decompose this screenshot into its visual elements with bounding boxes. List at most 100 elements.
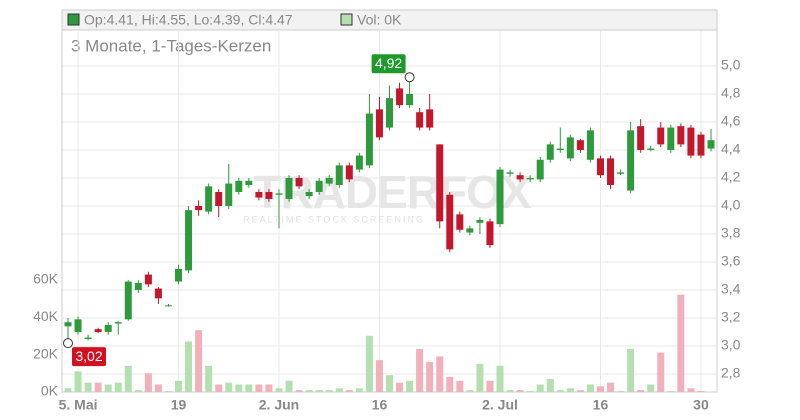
candle-body bbox=[637, 126, 645, 150]
candle-body bbox=[164, 305, 172, 307]
candle-body bbox=[144, 274, 152, 285]
y2-tick-label: 20K bbox=[33, 345, 59, 361]
candle-body bbox=[365, 113, 373, 166]
candle-body bbox=[74, 319, 82, 332]
volume-bar bbox=[496, 365, 504, 392]
extreme-marker bbox=[404, 72, 415, 83]
candle-body bbox=[84, 337, 92, 339]
candle-body bbox=[64, 322, 72, 327]
candle-body bbox=[617, 172, 625, 174]
volume-bar bbox=[667, 391, 675, 392]
candle-body bbox=[134, 282, 142, 290]
candle-body bbox=[215, 191, 223, 206]
volume-bar bbox=[647, 384, 655, 392]
candle-body bbox=[596, 158, 604, 176]
y-tick-label: 3,6 bbox=[721, 253, 741, 269]
extreme-marker bbox=[63, 338, 73, 349]
volume-bar bbox=[516, 390, 524, 392]
candle-body bbox=[536, 159, 544, 180]
candle-body bbox=[406, 93, 414, 106]
volume-bar bbox=[637, 390, 645, 392]
volume-bar bbox=[426, 362, 434, 392]
candle-body bbox=[496, 169, 504, 225]
candle-body bbox=[476, 219, 484, 223]
candle-body bbox=[446, 194, 454, 250]
candle-body bbox=[516, 175, 524, 180]
candle-body bbox=[235, 180, 243, 192]
volume-bar bbox=[315, 390, 323, 392]
x-tick-label: 19 bbox=[171, 397, 187, 413]
candle-body bbox=[205, 186, 213, 212]
volume-bar bbox=[486, 380, 494, 392]
candle-body bbox=[285, 177, 293, 199]
volume-bar bbox=[406, 380, 414, 392]
y2-tick-label: 0K bbox=[41, 383, 59, 399]
candle-body bbox=[707, 140, 715, 149]
candle-body bbox=[566, 137, 574, 159]
candle-body bbox=[687, 127, 695, 156]
y-tick-label: 4,6 bbox=[721, 113, 741, 129]
candle-body bbox=[486, 221, 494, 246]
volume-bar bbox=[225, 382, 233, 392]
volume-bar bbox=[335, 388, 343, 392]
candle-body bbox=[94, 329, 102, 332]
volume-bar bbox=[546, 378, 554, 392]
volume-bar bbox=[154, 384, 162, 392]
volume-bar bbox=[74, 371, 82, 392]
candle-body bbox=[667, 127, 675, 150]
volume-bar bbox=[586, 384, 594, 392]
y2-tick-label: 40K bbox=[33, 308, 59, 324]
y-tick-label: 2,8 bbox=[721, 365, 741, 381]
y-tick-label: 3,0 bbox=[721, 337, 741, 353]
candle-body bbox=[697, 134, 705, 156]
candle-body bbox=[627, 130, 635, 191]
volume-bar bbox=[84, 382, 92, 392]
volume-bar bbox=[697, 391, 705, 392]
extreme-label: 4,92 bbox=[375, 55, 402, 71]
x-tick-label: 16 bbox=[593, 397, 609, 413]
candle-body bbox=[185, 210, 193, 271]
x-tick-label: 5. Mai bbox=[59, 397, 98, 413]
candle-body bbox=[114, 322, 122, 324]
candle-body bbox=[315, 180, 323, 192]
x-tick-label: 2. Jul bbox=[482, 397, 518, 413]
volume-bar bbox=[396, 382, 404, 392]
volume-bar bbox=[627, 348, 635, 392]
candle-body bbox=[305, 191, 313, 197]
volume-bar bbox=[386, 375, 393, 392]
extreme-label: 3,02 bbox=[75, 348, 102, 364]
volume-bar bbox=[416, 348, 424, 392]
y-tick-label: 4,8 bbox=[721, 85, 741, 101]
volume-bar bbox=[205, 365, 213, 392]
candle-body bbox=[556, 148, 564, 150]
volume-bar bbox=[476, 363, 484, 392]
volume-bar bbox=[657, 352, 665, 392]
candle-body bbox=[416, 112, 424, 128]
volume-bar bbox=[275, 388, 283, 392]
extreme-label-box bbox=[72, 347, 106, 367]
candle-body bbox=[154, 288, 162, 299]
candle-body bbox=[576, 140, 584, 150]
volume-bar bbox=[265, 384, 273, 392]
volume-bar bbox=[607, 382, 615, 392]
y-tick-label: 3,4 bbox=[721, 281, 741, 297]
candle-body bbox=[295, 177, 303, 187]
watermark-subtitle: REALTIME STOCK SCREENING bbox=[243, 214, 425, 224]
candle-body bbox=[526, 177, 534, 180]
volume-bar bbox=[345, 390, 353, 392]
chart-title: 3 Monate, 1-Tages-Kerzen bbox=[71, 36, 271, 55]
volume-bar bbox=[164, 391, 172, 392]
volume-bar bbox=[295, 390, 303, 392]
candle-body bbox=[647, 148, 655, 150]
volume-bar bbox=[617, 391, 625, 392]
volume-bar bbox=[215, 384, 223, 392]
volume-bar bbox=[245, 384, 253, 392]
candle-body bbox=[546, 144, 554, 160]
volume-bar bbox=[436, 356, 444, 392]
candle-body bbox=[677, 126, 685, 145]
y-tick-label: 4,2 bbox=[721, 169, 741, 185]
volume-bar bbox=[687, 388, 695, 392]
plot-area bbox=[61, 9, 718, 393]
